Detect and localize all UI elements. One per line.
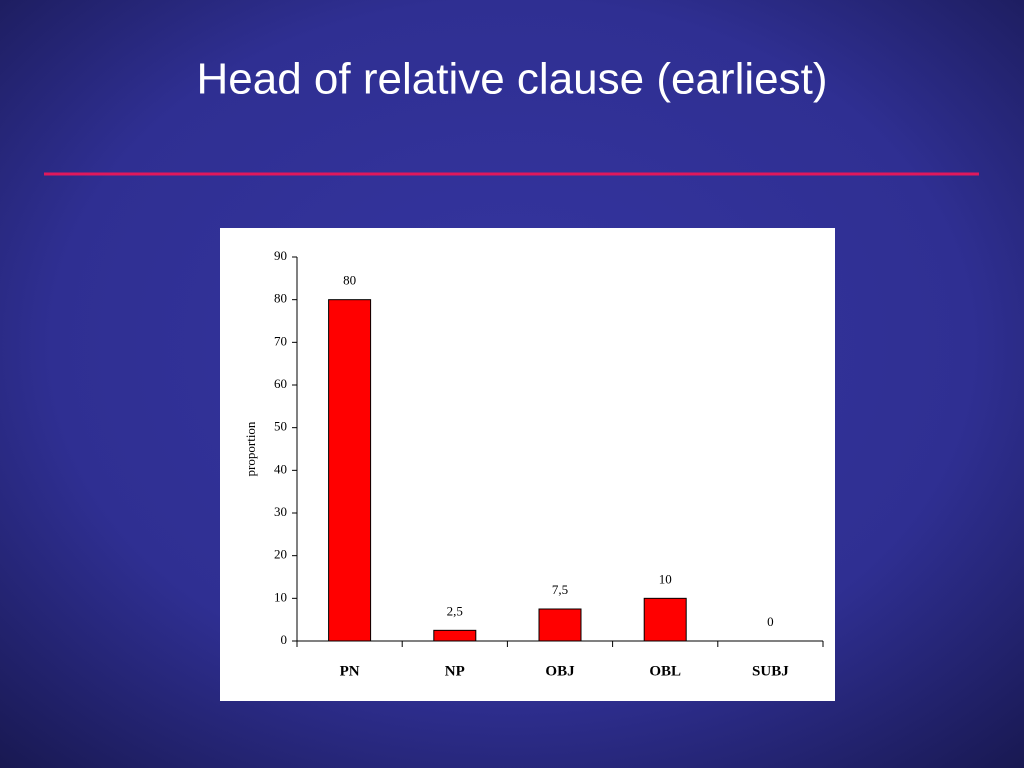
y-axis-label: proportion [243,421,258,476]
y-tick-label: 60 [274,376,287,391]
slide-title: Head of relative clause (earliest) [197,55,828,104]
y-tick-label: 20 [274,547,287,562]
y-tick-label: 70 [274,333,287,348]
y-tick-label: 0 [281,632,288,647]
y-tick-label: 10 [274,589,287,604]
y-tick-label: 40 [274,461,287,476]
y-tick-label: 80 [274,291,287,306]
chart-panel [220,228,835,701]
bar [328,299,372,642]
y-tick-label: 30 [274,504,287,519]
x-tick-label: OBL [649,663,681,679]
value-label: 7,5 [552,582,568,597]
value-label: 0 [767,614,774,629]
bar [538,608,582,642]
x-tick-label: SUBJ [752,663,789,679]
x-tick-label: OBJ [545,663,575,679]
y-tick-label: 50 [274,419,287,434]
value-label: 2,5 [447,603,463,618]
x-tick-label: PN [340,663,360,679]
plot: 0 10 20 30 40 50 60 70 80 90 PN 80 NP 2,5 OBJ 7,5 OBL 10 S… [274,248,824,679]
value-label: 10 [659,571,672,586]
x-tick-label: NP [445,663,465,679]
bar [433,629,477,642]
value-label: 80 [343,273,356,288]
bar [643,597,687,642]
y-tick-label: 90 [274,248,287,263]
